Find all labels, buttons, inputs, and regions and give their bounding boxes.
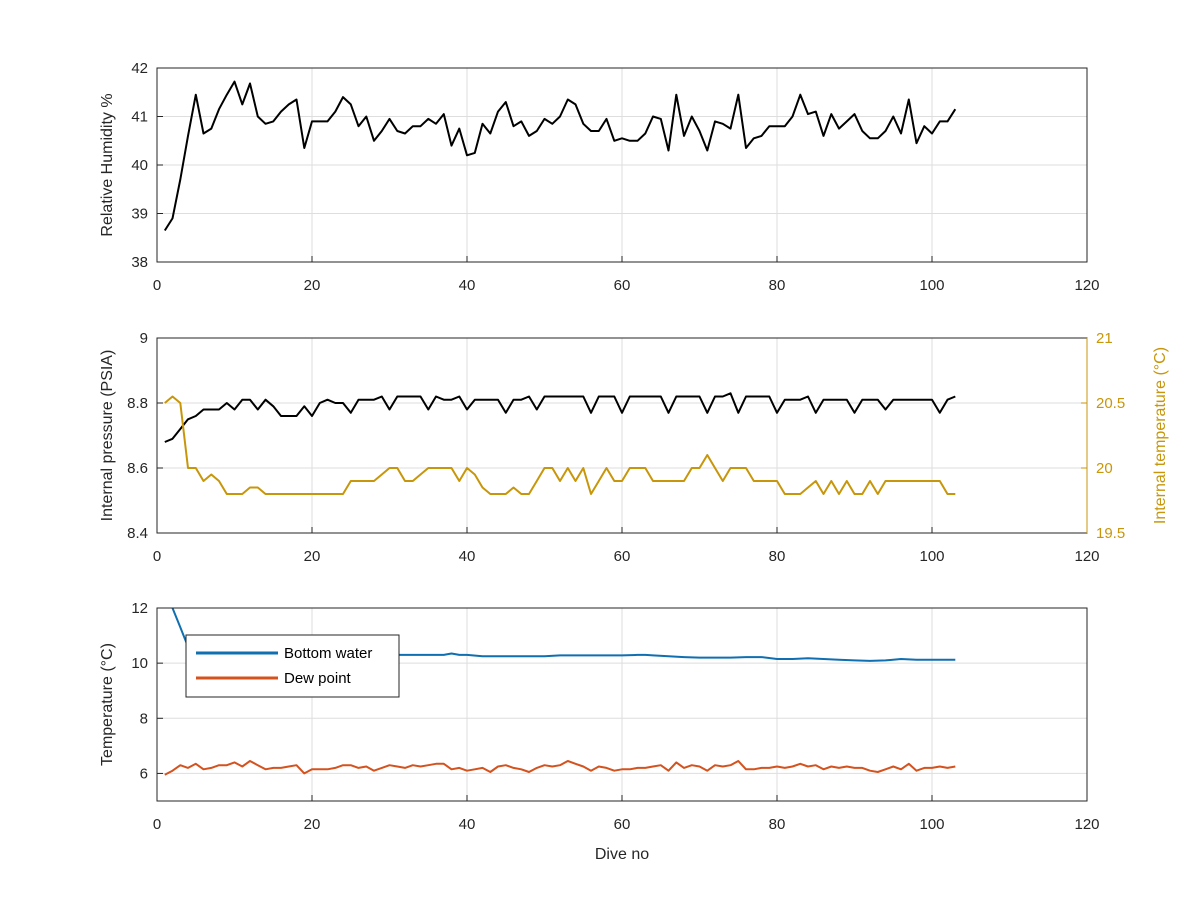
series-line-dew-point: [164, 760, 956, 776]
x-tick-label: 20: [304, 277, 321, 294]
legend-entry: Dew point: [284, 670, 352, 687]
y-tick-label: 39: [131, 206, 148, 223]
x-tick-label: 0: [153, 816, 161, 833]
x-tick-label: 100: [919, 277, 944, 294]
legend: Bottom water Dew point: [185, 634, 400, 698]
x-tick-label: 40: [459, 816, 476, 833]
axes-frame: [156, 607, 1088, 802]
x-tick-label: 0: [153, 277, 161, 294]
y-tick-label: 38: [131, 254, 148, 271]
series-line-1-1: [163, 80, 957, 232]
x-tick-label: 80: [769, 816, 786, 833]
y2-axis-label: Internal temperature (°C): [1152, 347, 1169, 524]
y-tick-label: 8.8: [127, 395, 148, 412]
x-tick-label: 0: [153, 548, 161, 565]
legend-entry: Bottom water: [284, 645, 372, 662]
y-tick-label: 12: [131, 600, 148, 617]
x-tick-label: 80: [769, 548, 786, 565]
x-tick-label: 120: [1074, 816, 1099, 833]
x-tick-label: 60: [614, 548, 631, 565]
y2-tick-label: 19.5: [1096, 525, 1125, 542]
y-tick-label: 40: [131, 157, 148, 174]
axes-frame: [156, 67, 1088, 263]
y-tick-label: 8: [140, 710, 148, 727]
chart-panel-1: 0 20 40 60 80 100 120 38 39 40 41 42 Relative Humidi…: [99, 60, 1100, 294]
x-tick-label: 100: [919, 816, 944, 833]
y-axis-label: Internal pressure (PSIA): [99, 350, 116, 522]
y-axis-label: Temperature (°C): [99, 643, 116, 766]
y-tick-label: 42: [131, 60, 148, 77]
y-tick-label: 8.4: [127, 525, 148, 542]
y2-tick-label: 20.5: [1096, 395, 1125, 412]
x-tick-label: 120: [1074, 277, 1099, 294]
x-tick-label: 100: [919, 548, 944, 565]
x-tick-label: 120: [1074, 548, 1099, 565]
y2-tick-label: 20: [1096, 460, 1113, 477]
x-tick-label: 20: [304, 548, 321, 565]
y-axis-label: Relative Humidity %: [99, 93, 116, 236]
series-line-2-2: [164, 395, 956, 495]
y-tick-label: 8.6: [127, 460, 148, 477]
series-line-2-1: [164, 392, 956, 443]
x-axis-label: Dive no: [595, 846, 649, 863]
y-tick-label: 6: [140, 765, 148, 782]
x-tick-label: 60: [614, 816, 631, 833]
x-tick-label: 20: [304, 816, 321, 833]
x-tick-label: 40: [459, 548, 476, 565]
x-tick-label: 60: [614, 277, 631, 294]
legend-box: [185, 634, 400, 698]
chart-panel-3: 0 20 40 60 80 100 120 6 8 10 12 Temperature (°C) Div…: [99, 600, 1100, 863]
y2-tick-label: 21: [1096, 330, 1113, 347]
x-tick-label: 40: [459, 277, 476, 294]
y-tick-label: 41: [131, 109, 148, 126]
y-tick-label: 9: [140, 330, 148, 347]
y-tick-label: 10: [131, 655, 148, 672]
x-tick-label: 80: [769, 277, 786, 294]
chart-panel-2: 0 20 40 60 80 100 120 8.4 8.6 8.8 9 19.5 20 20.5 21 Int…: [99, 330, 1169, 565]
